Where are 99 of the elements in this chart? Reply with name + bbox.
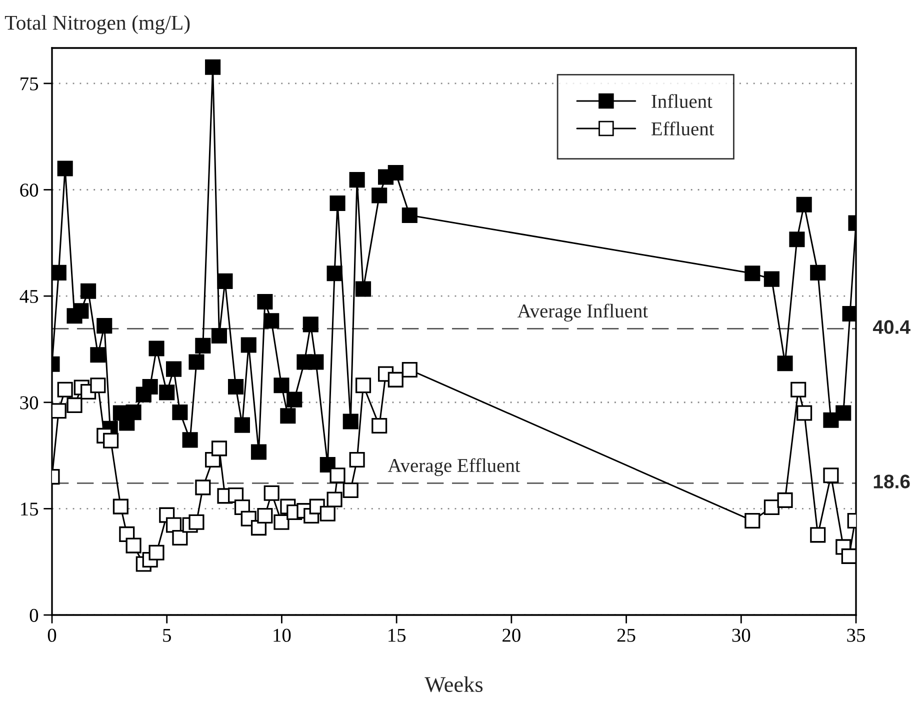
point	[764, 271, 780, 287]
point	[320, 506, 336, 522]
point	[355, 281, 372, 297]
point	[103, 432, 119, 448]
point	[195, 480, 211, 496]
point	[182, 432, 198, 448]
point	[257, 294, 273, 310]
point	[250, 444, 267, 460]
point	[744, 512, 760, 529]
point	[257, 508, 273, 524]
x-tick-label: 35	[847, 628, 865, 642]
point	[286, 392, 302, 408]
point	[66, 397, 82, 413]
point	[330, 195, 346, 211]
point	[142, 379, 158, 395]
point	[90, 378, 106, 394]
point	[240, 337, 256, 353]
x-tick-label: 0	[48, 628, 56, 642]
point	[172, 530, 188, 546]
point	[188, 514, 204, 530]
y-tick-label: 75	[20, 77, 38, 90]
y-tick-label: 0	[30, 608, 38, 622]
point	[234, 417, 250, 433]
point	[402, 207, 418, 224]
point	[274, 378, 290, 394]
point	[159, 384, 175, 400]
point	[228, 379, 244, 395]
point	[841, 548, 856, 564]
point	[355, 378, 372, 394]
point	[148, 544, 164, 560]
x-tick-label: 20	[502, 628, 520, 642]
point	[796, 196, 812, 212]
point	[188, 354, 204, 370]
point	[96, 318, 112, 334]
point	[342, 482, 358, 498]
x-tick-label: 5	[163, 628, 171, 642]
point	[57, 382, 73, 398]
point	[126, 404, 142, 420]
legend-label: Influent	[652, 94, 712, 108]
point	[52, 403, 66, 419]
point	[796, 405, 812, 421]
y-tick-label: 60	[20, 184, 38, 197]
point	[349, 172, 365, 188]
point	[810, 264, 826, 280]
point	[764, 499, 780, 516]
y-axis-title: Total Nitrogen (mg/L)	[4, 15, 190, 34]
point	[342, 414, 358, 430]
ref-line-label: Average Effluent	[388, 458, 520, 476]
point	[402, 362, 418, 378]
annotation: 18.6	[874, 474, 910, 488]
point	[388, 164, 404, 181]
point	[280, 408, 296, 424]
x-axis-title: Weeks	[424, 676, 483, 692]
point	[148, 340, 164, 356]
point	[217, 273, 233, 289]
x-tick-label: 25	[617, 628, 636, 642]
point	[372, 418, 388, 434]
point	[90, 347, 106, 363]
x-tick-label: 30	[732, 628, 750, 642]
point	[823, 468, 839, 484]
point	[80, 283, 96, 299]
y-tick-label: 15	[21, 502, 38, 516]
point	[264, 313, 280, 329]
point	[326, 266, 342, 282]
point	[777, 492, 793, 508]
point	[211, 328, 228, 344]
point	[790, 382, 806, 398]
point	[388, 372, 404, 388]
x-tick-label: 15	[388, 628, 406, 642]
point	[810, 527, 826, 543]
point	[195, 338, 211, 354]
y-tick-label: 30	[20, 396, 38, 410]
point	[126, 538, 142, 554]
point	[211, 440, 228, 456]
legend-label: Effluent	[651, 122, 714, 136]
point	[789, 232, 805, 248]
point	[308, 354, 324, 370]
x-tick-label: 10	[274, 628, 291, 642]
point	[205, 59, 221, 75]
annotation: 40.4	[872, 320, 910, 334]
ref-line-label: Average Influent	[517, 304, 648, 322]
point	[112, 498, 128, 514]
point	[274, 514, 290, 530]
point	[57, 160, 73, 176]
point	[264, 485, 280, 501]
point	[372, 188, 388, 204]
point	[166, 517, 182, 533]
point	[349, 452, 365, 468]
point	[73, 303, 89, 319]
point	[172, 404, 188, 420]
y-tick-label: 45	[20, 290, 38, 303]
point	[836, 405, 852, 421]
point	[326, 492, 342, 508]
point	[52, 264, 66, 280]
point	[777, 356, 793, 372]
point	[330, 468, 346, 484]
point	[744, 266, 760, 282]
point	[302, 316, 318, 332]
point	[166, 361, 182, 377]
